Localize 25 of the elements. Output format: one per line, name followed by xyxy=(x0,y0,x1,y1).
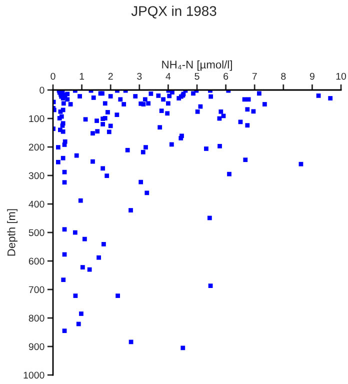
x-tick-label: 1 xyxy=(80,72,84,80)
x-tick-label: 7 xyxy=(252,72,257,80)
y-tick-label: 700 xyxy=(28,286,44,294)
y-tick-label: 200 xyxy=(28,144,44,151)
y-tick-label: 100 xyxy=(29,115,44,122)
y-tick-label: 1000 xyxy=(24,372,44,379)
x-tick-label: 3 xyxy=(137,72,142,80)
y-tick-label: 300 xyxy=(28,172,44,180)
y-tick-label: 400 xyxy=(28,200,44,208)
y-tick-label: 600 xyxy=(28,258,44,265)
y-tick-label: 800 xyxy=(28,314,44,322)
x-tick-label: 10 xyxy=(336,72,346,80)
y-axis-title: Depth [m] xyxy=(7,209,18,256)
y-tick-label: 500 xyxy=(28,229,44,236)
x-tick-label: 0 xyxy=(50,72,56,80)
x-tick-label: 5 xyxy=(194,72,200,80)
x-tick-label: 6 xyxy=(224,72,228,80)
x-tick-label: 8 xyxy=(281,72,286,80)
y-tick-label: 900 xyxy=(28,343,44,350)
chart-title: JPQX in 1983 xyxy=(131,6,216,18)
x-tick-label: 4 xyxy=(166,72,171,80)
x-axis-title: NH₄-N [µmol/l] xyxy=(162,60,232,71)
x-tick-label: 9 xyxy=(310,72,314,80)
y-tick-label: 0 xyxy=(40,86,44,94)
x-tick-label: 2 xyxy=(108,72,113,80)
